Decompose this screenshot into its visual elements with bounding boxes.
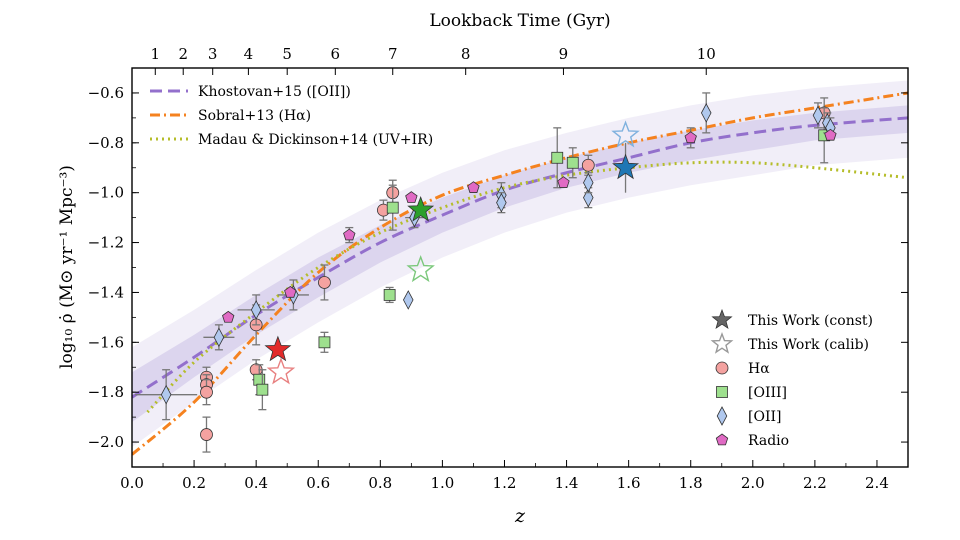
legend-marker-label: Hα [748,361,770,377]
point-2-10 [700,103,712,123]
top-tick-label: 6 [331,45,341,63]
y-tick-label: −1.0 [88,184,124,202]
x-tick-label: 2.2 [803,474,827,492]
legend-marker [716,386,728,398]
x-tick-label: 1.4 [555,474,579,492]
point-0-9 [581,158,595,172]
y-tick-label: −1.2 [88,234,124,252]
x-tick-label: 0.6 [306,474,330,492]
curve-2 [146,160,908,414]
legend-marker-label: [OIII] [748,385,787,401]
this-work-points [264,120,640,385]
point-3-3 [405,191,418,203]
point-3-2 [343,228,356,241]
top-tick-label: 1 [151,45,161,63]
x-tick-label: 1.8 [679,474,703,492]
y-tick-label: −1.4 [88,283,124,301]
top-tick-label: 2 [178,45,188,63]
this-work-star-3 [266,357,296,385]
legend-marker [715,433,729,446]
axes: 0.0 0.2 0.4 0.6 0.8 1.0 1.2 1.4 1.6 1.8 2.0 2.2 2.4 −… [88,45,908,492]
y-axis-label: log₁₀ ρ̇ (M⊙ yr⁻¹ Mpc⁻³) [57,165,77,369]
point-1-0 [253,373,266,386]
legend-markers: This Work (const) This Work (calib) Hα [OII… [710,308,873,449]
this-work-star-2 [612,153,639,180]
point-3-4 [467,181,480,193]
legend-marker [710,332,734,354]
legend-line-label: Khostovan+15 ([OII]) [198,84,351,100]
legend-marker [711,308,733,330]
x-tick-label: 2.0 [741,474,765,492]
this-work-star-4 [406,254,435,283]
point-2-2 [250,300,262,320]
x-tick-label: 0.8 [368,474,392,492]
point-1-6 [566,156,579,169]
x-axis-label: z [514,505,526,527]
x-tick-label: 1.2 [493,474,517,492]
top-axis-label: Lookback Time (Gyr) [429,11,610,31]
top-tick-label: 3 [208,45,218,63]
point-1-5 [551,151,564,164]
this-work-star-1 [407,196,435,222]
this-work-star-5 [611,120,640,148]
legend-line-label: Sobral+13 (Hα) [198,108,311,124]
this-work-star-0 [264,335,292,362]
point-0-0 [200,428,213,441]
band-outer [132,80,908,448]
point-2-7 [496,192,507,213]
top-tick-label: 4 [244,45,254,63]
point-3-1 [284,285,297,298]
point-3-0 [222,310,235,323]
y-tick-label: −1.8 [88,383,124,401]
curve-1 [132,91,908,456]
y-tick-label: −0.6 [88,84,124,102]
legend-marker-label: Radio [748,433,789,449]
point-0-6 [318,276,331,289]
point-2-11 [812,105,824,126]
legend-marker-label: [OII] [748,409,781,425]
x-tick-label: 1.6 [617,474,641,492]
x-tick-label: 0.2 [182,474,206,492]
y-tick-label: −0.8 [88,134,124,152]
y-tick-label: −1.6 [88,333,124,351]
top-tick-label: 9 [559,45,569,63]
point-2-9 [583,172,594,193]
point-1-3 [383,289,396,301]
point-2-1 [213,327,225,348]
legend-line-label: Madau & Dickinson+14 (UV+IR) [198,132,433,148]
legend-marker-label: This Work (calib) [748,337,869,353]
top-tick-label: 8 [461,45,471,63]
point-3-6 [684,131,697,144]
top-tick-label: 7 [388,45,398,63]
x-tick-label: 0.4 [244,474,268,492]
x-tick-label: 1.0 [430,474,454,492]
top-tick-label: 10 [697,45,716,63]
point-1-2 [318,336,331,349]
x-tick-label: 2.4 [865,474,889,492]
point-3-5 [557,176,570,188]
x-tick-label: 0.0 [120,474,144,492]
point-0-3 [200,385,213,399]
top-tick-label: 5 [282,45,292,63]
point-3-7 [824,128,837,141]
data-points [135,92,837,453]
legend-lines: Khostovan+15 ([OII]) Sobral+13 (Hα) Madau … [150,84,433,148]
y-tick-label: −2.0 [88,433,124,451]
point-1-1 [256,383,269,396]
point-1-4 [386,201,399,214]
point-2-0 [160,384,172,405]
legend-marker [716,406,728,426]
legend-marker [715,361,729,375]
legend-marker-label: This Work (const) [748,313,873,329]
point-2-4 [403,290,414,310]
